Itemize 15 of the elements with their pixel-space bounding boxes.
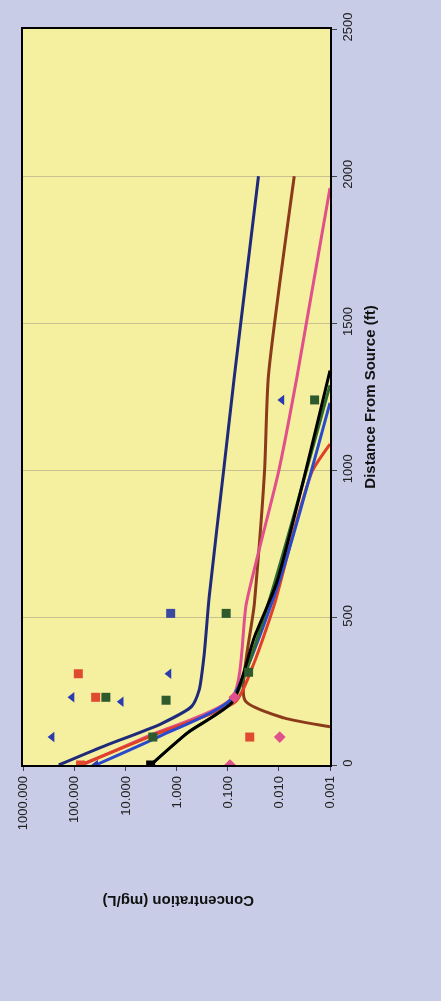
x-tick-label: 100.000 <box>66 775 82 823</box>
x-axis-title: Concentration (mg/L) <box>102 893 255 911</box>
x-tick-label: 0.001 <box>322 775 338 809</box>
y-tick-label: 0 <box>340 759 356 767</box>
x-tick-label: 0.010 <box>271 775 287 809</box>
x-tick-label: 0.100 <box>219 775 235 809</box>
x-tick-label: 1000.000 <box>15 775 31 831</box>
y-tick-label: 2500 <box>340 12 356 42</box>
y-tick-label: 1500 <box>340 306 356 336</box>
x-tick-label: 10.000 <box>117 775 133 816</box>
y-tick-label: 1000 <box>340 454 356 484</box>
y-tick-label: 2000 <box>340 159 356 189</box>
x-tick-label: 1.000 <box>168 775 184 809</box>
y-tick-label: 500 <box>340 605 356 627</box>
y-axis-title: Distance From Source (ft) <box>360 305 378 489</box>
